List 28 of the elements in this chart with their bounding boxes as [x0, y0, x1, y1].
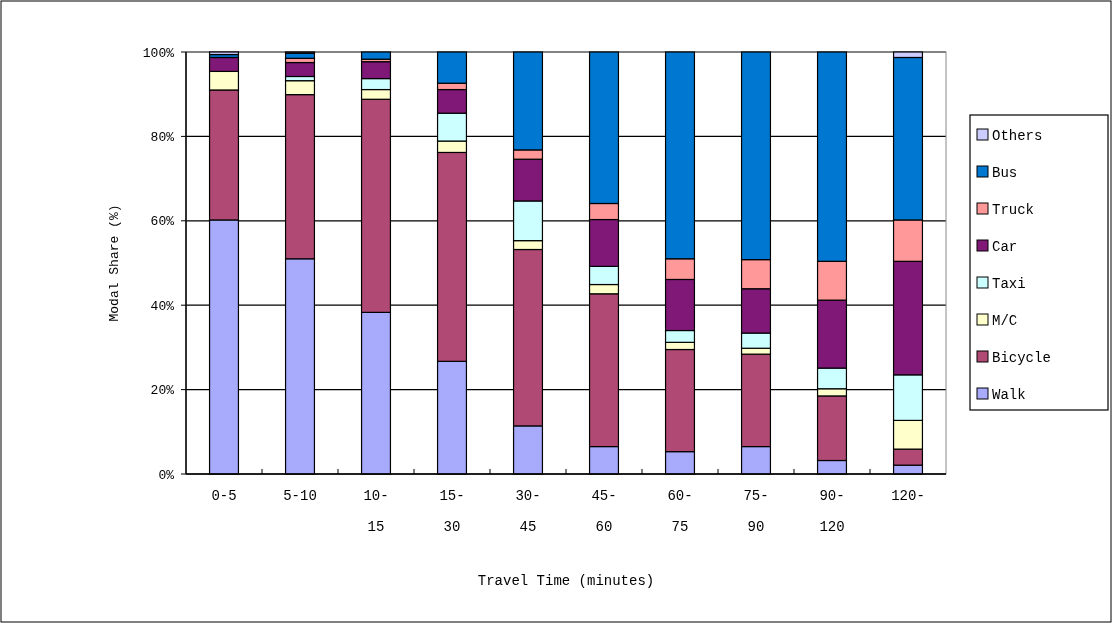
legend-label: Car [992, 238, 1018, 255]
x-tick-label: 75-90 [743, 488, 769, 535]
x-tick-label: 5-10 [283, 488, 317, 504]
y-tick-label: 60% [150, 214, 175, 230]
legend-label: Truck [992, 201, 1035, 218]
x-tick-label: 90-120 [819, 488, 845, 535]
y-tick-label: 100% [142, 45, 175, 61]
y-axis-title: Modal Share (%) [107, 204, 122, 322]
y-tick-label: 20% [150, 383, 175, 399]
bar [284, 61, 316, 78]
legend-label: Bus [992, 164, 1018, 181]
x-tick-label: 45-60 [591, 488, 617, 535]
x-axis-title: Travel Time (minutes) [477, 573, 655, 589]
legend-label: Others [992, 127, 1043, 144]
y-tick-label: 0% [158, 467, 175, 483]
x-tick-label: 15-30 [439, 488, 465, 535]
x-tick-label: 60-75 [667, 488, 693, 535]
legend-label: Walk [992, 386, 1026, 403]
bar [360, 51, 392, 60]
x-tick-label: 10-15 [363, 488, 389, 535]
x-tick-label: 30-45 [515, 488, 541, 535]
y-tick-label: 40% [150, 298, 175, 314]
x-tick-label: 120- [891, 488, 925, 504]
y-tick-label: 80% [150, 129, 175, 145]
legend-label: M/C [992, 312, 1018, 329]
legend-label: Taxi [992, 275, 1026, 292]
x-tick-label: 0-5 [211, 488, 237, 504]
legend-label: Bicycle [992, 349, 1051, 366]
